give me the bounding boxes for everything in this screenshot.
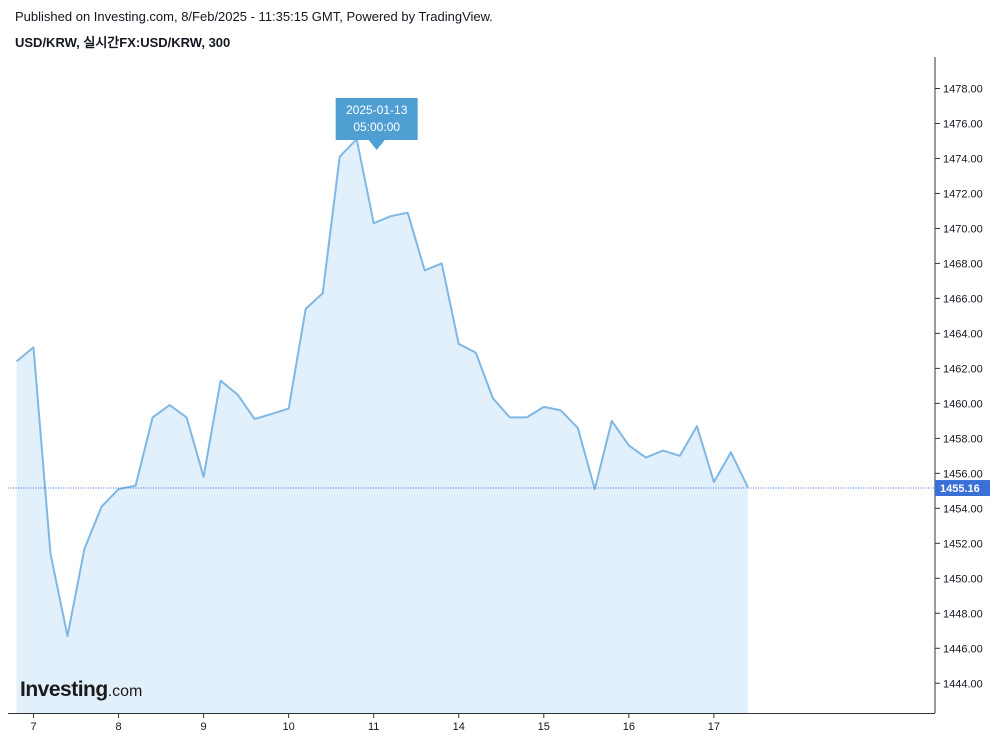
y-tick-label: 1446.00: [943, 643, 983, 655]
x-tick-label: 16: [623, 721, 635, 733]
last-price-label: 1455.16: [940, 483, 980, 495]
y-tick-label: 1452.00: [943, 538, 983, 550]
y-tick-label: 1468.00: [943, 258, 983, 270]
y-tick-label: 1470.00: [943, 223, 983, 235]
y-tick-label: 1460.00: [943, 398, 983, 410]
y-tick-label: 1478.00: [943, 83, 983, 95]
area-fill: [16, 139, 748, 713]
x-tick-label: 8: [115, 721, 121, 733]
y-tick-label: 1454.00: [943, 503, 983, 515]
y-tick-label: 1450.00: [943, 573, 983, 585]
chart-symbol-title: USD/KRW, 실시간FX:USD/KRW, 300: [15, 35, 231, 50]
logo-suffix: .com: [107, 683, 143, 700]
x-tick-label: 17: [708, 721, 720, 733]
overlay-layer: 1455.16 2025-01-13 05:00:00: [8, 98, 990, 497]
y-tick-label: 1464.00: [943, 328, 983, 340]
investing-logo: Investing.com: [20, 678, 142, 702]
y-tick-label: 1456.00: [943, 468, 983, 480]
y-tick-label: 1444.00: [943, 678, 983, 690]
y-tick-label: 1448.00: [943, 608, 983, 620]
x-tick-label: 11: [368, 721, 379, 733]
published-caption: Published on Investing.com, 8/Feb/2025 -…: [15, 9, 493, 24]
axis-layer: 1444.00 1446.00 1448.00 1450.00 1452.00 1454.…: [8, 57, 983, 733]
date-tooltip: [335, 98, 418, 140]
x-tick-label: 15: [538, 721, 550, 733]
x-tick-label: 10: [283, 721, 295, 733]
y-tick-label: 1472.00: [943, 188, 983, 200]
tooltip-date: 2025-01-13: [346, 103, 408, 117]
logo-brand: Investing: [20, 678, 108, 701]
area-layer: [15, 138, 749, 713]
x-tick-label: 7: [30, 721, 36, 733]
y-tick-label: 1476.00: [943, 118, 983, 130]
price-line: [15, 138, 749, 637]
x-tick-label: 14: [453, 721, 465, 733]
y-tick-label: 1462.00: [943, 363, 983, 375]
y-tick-label: 1474.00: [943, 153, 983, 165]
last-price-tag: [935, 480, 990, 497]
tooltip-time: 05:00:00: [353, 120, 400, 134]
x-tick-label: 9: [201, 721, 207, 733]
y-tick-label: 1466.00: [943, 293, 983, 305]
y-tick-label: 1458.00: [943, 433, 983, 445]
tooltip-pointer: [368, 140, 385, 150]
